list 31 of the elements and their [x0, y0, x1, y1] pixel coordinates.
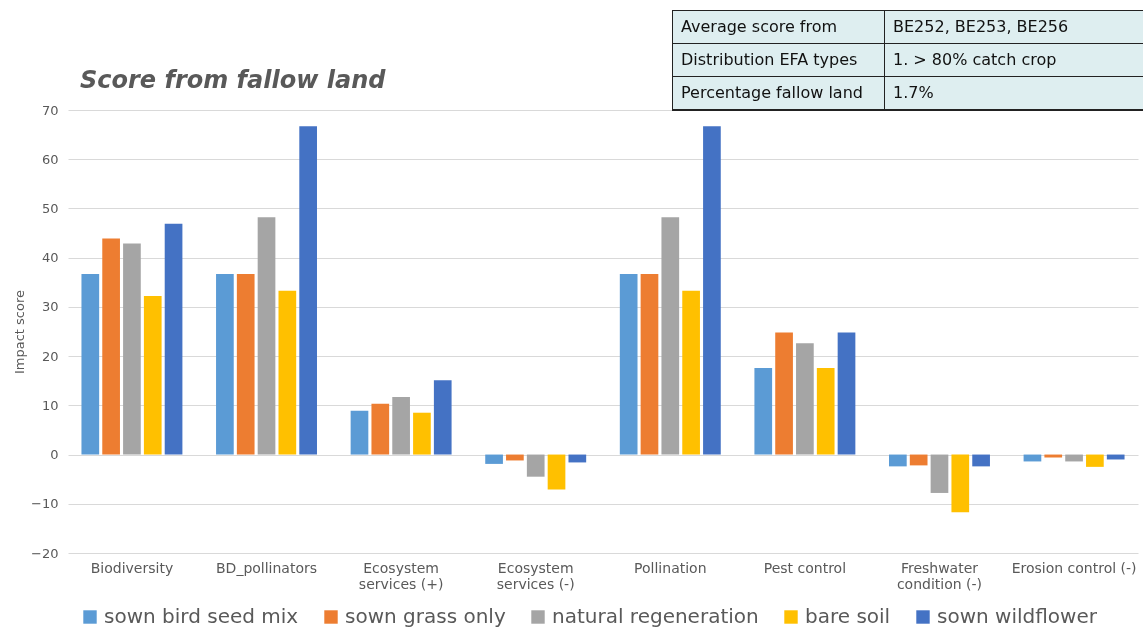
y-tick-label: −20 [31, 545, 59, 561]
legend-label: sown wildflower [937, 604, 1098, 628]
x-tick-label: BD_pollinators [215, 559, 318, 576]
text: BE252, BE253, BE256 [885, 11, 1143, 44]
x-tick-label: Biodiversity [90, 559, 174, 576]
y-tick-label: 40 [41, 250, 59, 266]
x-tick-label: Erosion control (-) [1011, 559, 1137, 576]
text: Percentage fallow land [673, 77, 885, 110]
x-tick-label: Freshwater condition (-) [896, 559, 983, 592]
legend-label: natural regeneration [552, 604, 759, 628]
text: Distribution EFA types [673, 44, 885, 77]
x-tick-label: Pollination [634, 559, 707, 576]
chart-title: Score from fallow land [80, 66, 386, 94]
legend-label: bare soil [805, 604, 891, 628]
y-tick-label: 60 [41, 151, 59, 167]
y-tick-label: −10 [31, 496, 59, 512]
text: 1. > 80% catch crop [885, 44, 1143, 77]
y-tick-label: 30 [41, 299, 59, 315]
y-tick-label: 10 [41, 397, 59, 413]
x-tick-label: Pest control [763, 559, 847, 576]
legend-label: sown bird seed mix [104, 604, 299, 628]
y-tick-label: 0 [50, 447, 59, 463]
y-tick-label: 50 [41, 200, 59, 216]
text: Average score from [673, 11, 885, 44]
y-axis-title: Impact score [12, 289, 28, 375]
x-tick-label: Ecosystem services (+) [358, 559, 444, 592]
legend-label: sown grass only [345, 604, 506, 628]
text: 1.7% [885, 77, 1143, 110]
x-tick-label: Ecosystem services (-) [496, 559, 575, 592]
y-tick-label: 20 [41, 348, 59, 364]
y-tick-label: 70 [41, 102, 59, 118]
